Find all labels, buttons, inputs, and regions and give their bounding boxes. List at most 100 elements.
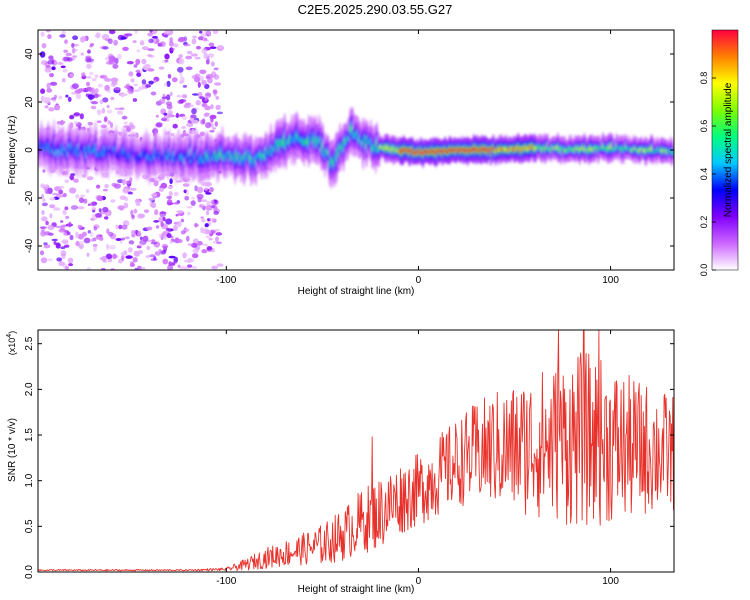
heatmap-cell xyxy=(106,109,113,114)
heatmap-cell xyxy=(154,251,161,256)
heatmap-cell xyxy=(201,47,208,54)
heatmap-cell xyxy=(161,243,169,249)
heatmap-cell xyxy=(207,53,215,58)
heatmap-cell xyxy=(104,116,108,122)
heatmap-cell xyxy=(196,186,204,193)
heatmap-cell xyxy=(189,104,194,108)
heatmap-cell xyxy=(102,46,109,50)
heatmap-cell xyxy=(168,229,171,233)
heatmap-cell xyxy=(186,235,190,242)
heatmap-cell xyxy=(169,240,173,244)
heatmap-cell xyxy=(194,56,201,60)
heatmap-cell xyxy=(63,244,70,248)
heatmap-cell xyxy=(170,48,175,51)
heatmap-cell xyxy=(115,224,119,230)
heatmap-cell xyxy=(197,81,201,88)
heatmap-cell xyxy=(62,263,67,269)
heatmap-cell xyxy=(90,105,97,110)
heatmap-cell xyxy=(214,82,222,86)
snr-y-tick-label: 1.0 xyxy=(24,473,35,487)
heatmap-cell xyxy=(205,73,213,79)
heatmap-cell xyxy=(125,180,131,185)
heatmap-cell xyxy=(102,206,109,213)
heatmap-cell xyxy=(94,88,99,94)
heatmap-cell xyxy=(121,237,126,241)
heatmap-cell xyxy=(123,121,128,125)
heatmap-cell xyxy=(72,35,79,40)
heatmap-cell xyxy=(81,72,86,78)
heatmap-cell xyxy=(191,38,197,45)
heatmap-cell xyxy=(180,218,184,223)
heatmap-cell xyxy=(64,179,70,183)
heatmap-cell xyxy=(118,259,123,264)
heatmap-cell xyxy=(57,61,64,65)
heatmap-cell xyxy=(75,240,80,247)
heatmap-cell xyxy=(104,216,109,220)
heatmap-cell xyxy=(69,174,74,180)
snr-x-tick-label: 100 xyxy=(602,576,619,587)
heatmap-cell xyxy=(39,51,46,58)
heatmap-cell xyxy=(40,183,45,189)
heatmap-cell xyxy=(46,258,53,262)
heatmap-cell xyxy=(49,73,54,78)
heatmap-cell xyxy=(87,94,95,100)
heatmap-cell xyxy=(208,238,213,241)
heatmap-cell xyxy=(123,202,129,209)
heatmap-cell xyxy=(168,191,173,197)
heatmap-cell xyxy=(177,66,184,73)
heatmap-cell xyxy=(201,218,206,223)
heatmap-cell xyxy=(112,253,117,260)
heatmap-cell xyxy=(101,255,107,262)
heatmap-cell xyxy=(199,69,207,75)
heatmap-cell xyxy=(172,77,178,83)
heatmap-cell xyxy=(190,266,198,269)
heatmap-cell xyxy=(179,72,183,78)
heatmap-cell xyxy=(49,213,53,219)
heatmap-cell xyxy=(58,228,66,233)
heatmap-cell xyxy=(213,74,220,80)
heatmap-cell xyxy=(92,243,98,248)
heatmap-cell xyxy=(52,99,57,102)
heatmap-cell xyxy=(70,205,79,210)
heatmap-cell xyxy=(141,46,149,51)
heatmap-cell xyxy=(173,202,180,205)
heatmap-cell xyxy=(108,30,116,35)
heatmap-cell xyxy=(160,221,164,227)
heatmap-cell xyxy=(88,71,94,76)
heatmap-cell xyxy=(102,188,108,192)
heatmap-cell xyxy=(203,37,208,41)
heatmap-cell xyxy=(53,241,57,245)
heatmap-cell xyxy=(124,85,130,89)
heatmap-cell xyxy=(210,61,215,67)
heatmap-cell xyxy=(153,180,159,187)
heatmap-cell xyxy=(145,255,151,259)
heatmap-cell xyxy=(183,43,191,47)
heatmap-cell xyxy=(137,230,142,237)
heatmap-cell xyxy=(81,231,87,237)
heatmap-cell xyxy=(74,89,82,94)
colorbar-tick-label: 0.4 xyxy=(699,168,709,181)
spectrogram-x-tick-label: 100 xyxy=(602,275,619,286)
heatmap-cell xyxy=(142,235,149,242)
heatmap-cell xyxy=(110,96,115,101)
heatmap-cell xyxy=(176,239,183,243)
figure-title: C2E5.2025.290.03.55.G27 xyxy=(298,2,453,17)
heatmap-cell xyxy=(132,98,138,102)
heatmap-cell xyxy=(96,195,104,202)
heatmap-cell xyxy=(58,95,63,100)
heatmap-cell xyxy=(209,129,215,133)
heatmap-cell xyxy=(214,121,218,127)
heatmap-cell xyxy=(61,78,66,83)
heatmap-cell xyxy=(60,250,67,257)
heatmap-cell xyxy=(106,228,110,234)
heatmap-cell xyxy=(134,30,138,34)
spectrogram-y-ticks: -40 -20 0 20 40 xyxy=(24,48,674,253)
heatmap-cell xyxy=(155,114,159,118)
heatmap-cell xyxy=(51,66,56,71)
colorbar-tick-label: 0.8 xyxy=(699,72,709,85)
heatmap-cell xyxy=(69,234,74,241)
heatmap-cell xyxy=(108,245,116,250)
heatmap-cell xyxy=(134,198,141,205)
heatmap-cell xyxy=(59,34,66,38)
heatmap-cell xyxy=(41,43,47,49)
